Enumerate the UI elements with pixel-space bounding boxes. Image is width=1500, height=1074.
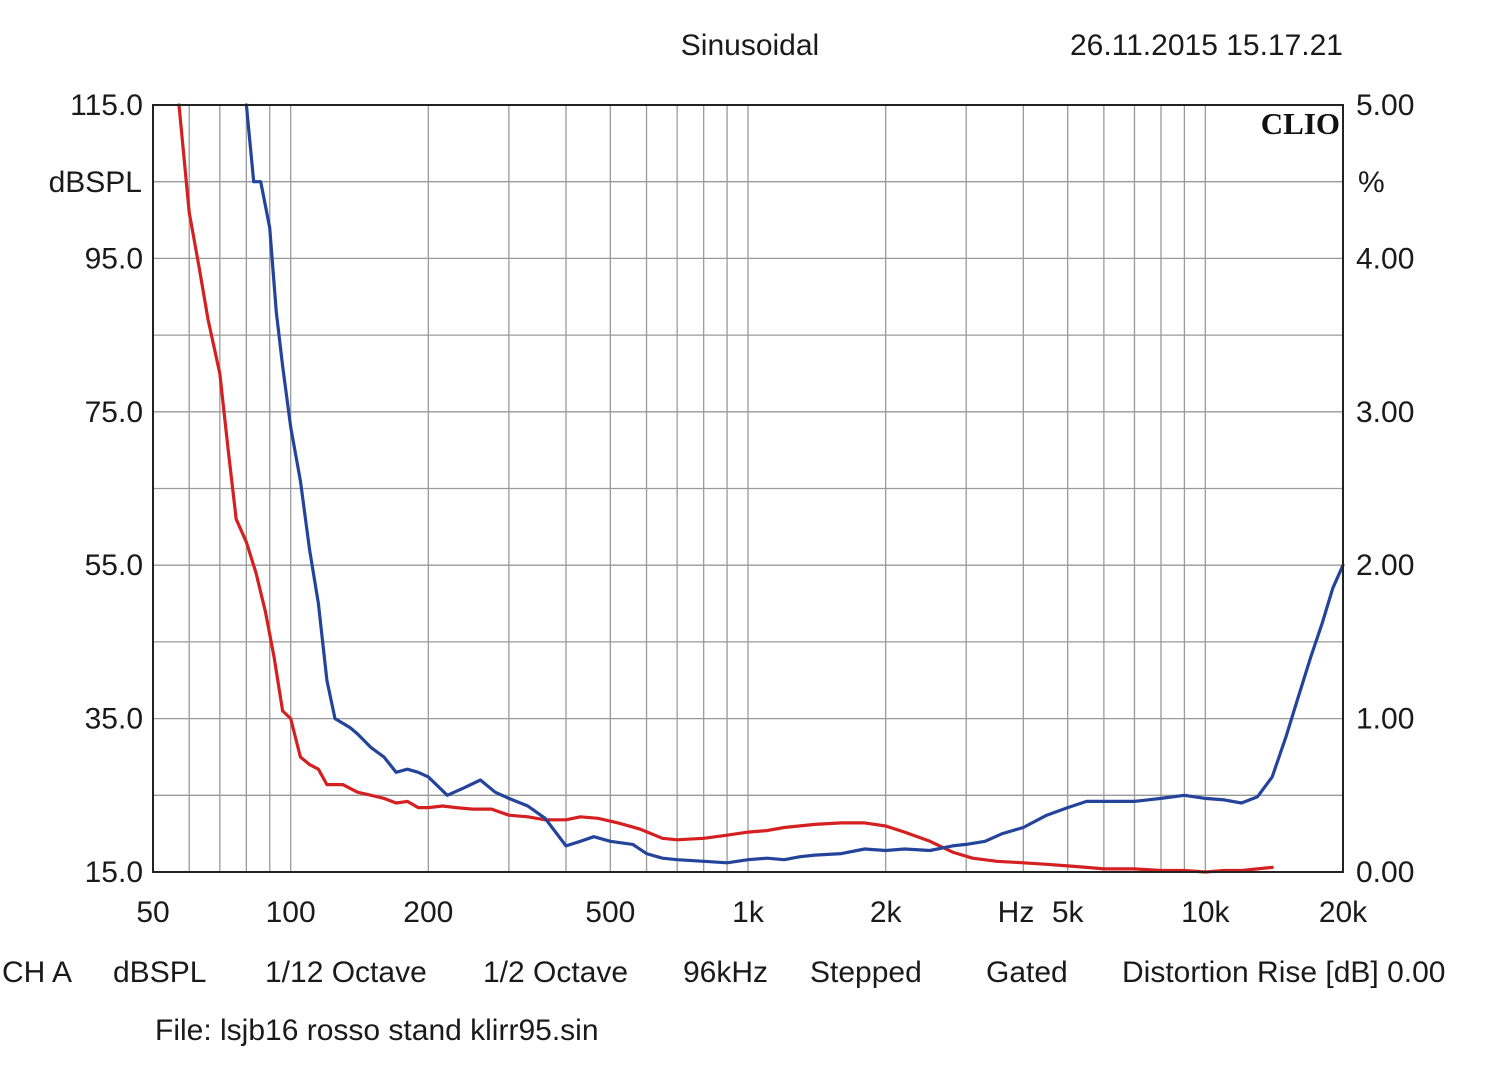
series-line-blue	[244, 103, 1345, 865]
footer-units: dBSPL	[113, 956, 206, 989]
x-tick-label: 20k	[1319, 896, 1368, 929]
footer-gating: Gated	[986, 956, 1068, 989]
left-axis-unit: dBSPL	[49, 166, 142, 199]
x-axis-unit: Hz	[998, 896, 1035, 929]
y-right-tick-label: 1.00	[1356, 703, 1414, 736]
y-right-tick-label: 3.00	[1356, 396, 1414, 429]
footer-resolution: 1/2 Octave	[483, 956, 628, 989]
y-right-tick-label: 4.00	[1356, 242, 1414, 275]
clio-logo: CLIO	[1261, 106, 1340, 141]
footer-smoothing: 1/12 Octave	[265, 956, 427, 989]
y-left-tick-label: 95.0	[85, 242, 143, 275]
tick-labels: 50 100 200 500 1k 2k 5k 10k 20k 115.0 95.0 75.0 55.0…	[70, 89, 1414, 929]
y-right-tick-label: 5.00	[1356, 89, 1414, 122]
x-tick-label: 10k	[1181, 896, 1230, 929]
y-left-tick-label: 115.0	[70, 89, 143, 122]
x-tick-label: 1k	[732, 896, 765, 929]
y-right-tick-label: 2.00	[1356, 549, 1414, 582]
series-layer	[177, 103, 1345, 874]
x-tick-label: 50	[136, 896, 169, 929]
footer-channel: CH A	[2, 956, 72, 989]
x-tick-label: 500	[585, 896, 635, 929]
x-tick-label: 100	[266, 896, 316, 929]
header-datetime: 26.11.2015 15.17.21	[1070, 29, 1343, 62]
footer-settings: CH A dBSPL 1/12 Octave 1/2 Octave 96kHz …	[2, 956, 1445, 989]
footer-samplerate: 96kHz	[683, 956, 768, 989]
plot-frame	[152, 104, 1344, 873]
footer-file: File: lsjb16 rosso stand klirr95.sin	[155, 1014, 599, 1047]
x-tick-label: 200	[403, 896, 453, 929]
x-tick-label: 2k	[870, 896, 903, 929]
y-left-tick-label: 75.0	[85, 396, 143, 429]
right-axis-unit: %	[1358, 166, 1385, 199]
footer-distortion-rise: Distortion Rise [dB] 0.00	[1122, 956, 1445, 989]
series-line-red	[177, 103, 1274, 874]
y-left-tick-label: 15.0	[85, 856, 143, 889]
header-mode: Sinusoidal	[681, 29, 819, 62]
footer-sweep: Stepped	[810, 956, 922, 989]
x-tick-label: 5k	[1052, 896, 1085, 929]
y-right-tick-label: 0.00	[1356, 856, 1414, 889]
y-left-tick-label: 35.0	[85, 703, 143, 736]
y-left-tick-label: 55.0	[85, 549, 143, 582]
grid	[152, 105, 1344, 872]
